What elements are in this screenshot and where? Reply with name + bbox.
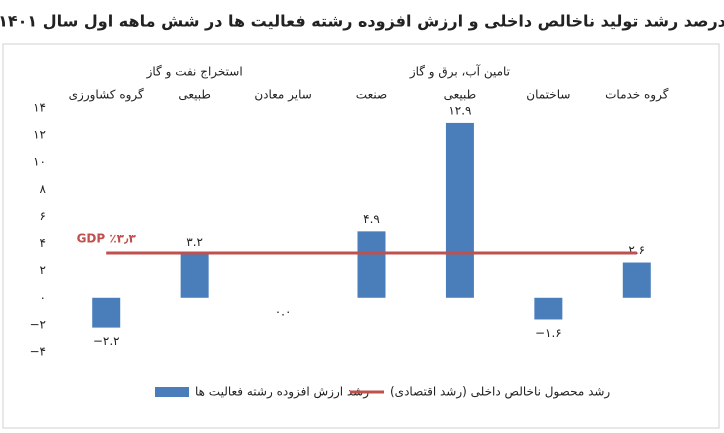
y-tick-label: −۴ bbox=[30, 345, 47, 359]
category-label: گروه خدمات bbox=[605, 88, 669, 103]
y-tick-label: ۰ bbox=[40, 290, 46, 304]
value-label: ۲.۶ bbox=[628, 243, 645, 257]
bar bbox=[622, 262, 651, 298]
bar bbox=[92, 297, 121, 328]
value-label: ۰.۰ bbox=[275, 304, 292, 318]
legend-label: رشد ارزش افزوده رشته فعالیت ها bbox=[195, 385, 369, 400]
y-tick-label: ۱۴ bbox=[33, 101, 46, 115]
y-tick-label: ۱۲ bbox=[33, 128, 46, 142]
y-tick-label: ۸ bbox=[40, 182, 47, 196]
y-tick-label: −۲ bbox=[30, 317, 47, 331]
y-tick-label: ۱۰ bbox=[33, 155, 46, 169]
category-label: طبیعی bbox=[178, 88, 211, 102]
y-tick-label: ۲ bbox=[40, 263, 46, 277]
value-label: ۳.۲ bbox=[186, 235, 203, 249]
bar bbox=[534, 297, 563, 320]
bar bbox=[357, 231, 386, 298]
category-label: سایر معادن bbox=[254, 88, 312, 103]
category-label: گروه کشاورزی bbox=[69, 88, 144, 103]
category-label: صنعت bbox=[356, 88, 387, 102]
chart-frame bbox=[2, 43, 720, 429]
value-label: ۱۲.۹ bbox=[448, 103, 471, 117]
category-label: تامین آب، برق و گاز bbox=[409, 64, 510, 80]
category-label: استخراج نفت و گاز bbox=[146, 65, 243, 80]
y-tick-label: ۶ bbox=[40, 209, 46, 223]
legend-swatch bbox=[155, 387, 189, 397]
category-label: طبیعی bbox=[444, 88, 477, 102]
category-label: ساختمان bbox=[526, 88, 570, 102]
bar bbox=[445, 122, 474, 298]
value-label: ۴.۹ bbox=[363, 212, 380, 226]
bar bbox=[180, 254, 209, 298]
y-tick-label: ۴ bbox=[40, 236, 46, 250]
value-label: −۲.۲ bbox=[93, 334, 120, 348]
value-label: −۱.۶ bbox=[535, 326, 562, 340]
reference-label: GDP ٪۳٫۳ bbox=[77, 232, 137, 246]
chart-title: درصد رشد تولید ناخالص داخلی و ارزش افزود… bbox=[0, 12, 724, 31]
legend-label: رشد محصول ناخالص داخلی (رشد اقتصادی) bbox=[390, 385, 610, 400]
